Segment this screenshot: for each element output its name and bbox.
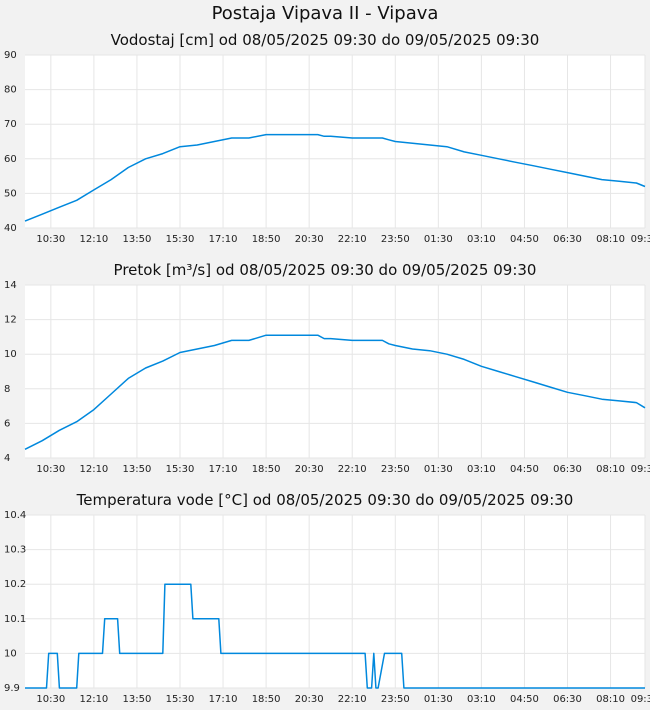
x-tick-label: 08:10 (596, 694, 625, 705)
x-tick-label: 06:30 (553, 234, 582, 245)
x-tick-label: 12:10 (79, 234, 108, 245)
x-tick-label: 06:30 (553, 464, 582, 475)
y-tick-label: 10.4 (4, 510, 26, 521)
x-tick-label: 23:50 (381, 464, 410, 475)
x-tick-label: 13:50 (123, 464, 152, 475)
x-tick-label: 10:30 (36, 234, 65, 245)
series-line (25, 583, 645, 689)
y-tick-label: 10 (4, 648, 17, 659)
y-tick-label: 9.9 (4, 683, 20, 694)
x-tick-label: 20:30 (295, 234, 324, 245)
y-tick-label: 10 (4, 349, 17, 360)
x-tick-label: 04:50 (510, 694, 539, 705)
plot-area (25, 285, 645, 458)
x-tick-label: 15:30 (166, 234, 195, 245)
x-tick-label: 01:30 (424, 694, 453, 705)
series-line (24, 133, 646, 222)
x-tick-label: 20:30 (295, 464, 324, 475)
y-tick-label: 10.2 (4, 579, 26, 590)
y-tick-label: 10.1 (4, 614, 26, 625)
x-tick-label: 18:50 (252, 234, 281, 245)
x-tick-label: 12:10 (79, 464, 108, 475)
y-tick-label: 90 (4, 50, 17, 61)
x-tick-label: 03:10 (467, 234, 496, 245)
x-tick-label: 06:30 (553, 694, 582, 705)
x-tick-label: 17:10 (209, 464, 238, 475)
y-tick-label: 10.3 (4, 545, 26, 556)
x-tick-label: 09:30 (631, 694, 650, 705)
x-tick-label: 22:10 (338, 464, 367, 475)
chart-title-water-temperature: Temperatura vode [°C] od 08/05/2025 09:3… (76, 491, 574, 509)
discharge-chart: 4 6 8 10 12 14 10:30 12:10 13:50 15:30 17:10 18:50 2… (4, 280, 650, 475)
station-title: Postaja Vipava II - Vipava (211, 3, 439, 24)
x-tick-label: 09:30 (631, 464, 650, 475)
y-tick-label: 70 (4, 119, 17, 130)
plot-area (25, 55, 645, 228)
y-tick-label: 6 (4, 418, 10, 429)
y-tick-label: 50 (4, 188, 17, 199)
x-tick-label: 10:30 (36, 464, 65, 475)
y-tick-label: 12 (4, 315, 17, 326)
x-tick-label: 18:50 (252, 464, 281, 475)
x-tick-label: 23:50 (381, 694, 410, 705)
water-temperature-chart: 9.9 10 10.1 10.2 10.3 10.4 10:30 12:10 13:50 15:3… (4, 510, 650, 705)
chart-title-discharge: Pretok [m³/s] od 08/05/2025 09:30 do 09/… (113, 261, 537, 279)
y-tick-label: 14 (4, 280, 17, 291)
x-tick-label: 17:10 (209, 234, 238, 245)
y-tick-label: 80 (4, 85, 17, 96)
x-tick-label: 13:50 (123, 694, 152, 705)
x-tick-label: 09:30 (631, 234, 650, 245)
y-tick-label: 8 (4, 384, 10, 395)
x-tick-label: 04:50 (510, 464, 539, 475)
x-tick-label: 22:10 (338, 694, 367, 705)
y-tick-label: 40 (4, 223, 17, 234)
x-tick-label: 03:10 (467, 694, 496, 705)
x-tick-label: 04:50 (510, 234, 539, 245)
x-tick-label: 01:30 (424, 464, 453, 475)
x-tick-label: 12:10 (79, 694, 108, 705)
x-tick-label: 15:30 (166, 694, 195, 705)
x-tick-label: 23:50 (381, 234, 410, 245)
y-tick-label: 60 (4, 154, 17, 165)
y-tick-label: 4 (4, 453, 10, 464)
x-tick-label: 17:10 (209, 694, 238, 705)
x-tick-label: 03:10 (467, 464, 496, 475)
x-tick-label: 18:50 (252, 694, 281, 705)
series-line (24, 334, 646, 450)
x-tick-label: 20:30 (295, 694, 324, 705)
x-tick-label: 15:30 (166, 464, 195, 475)
x-tick-label: 10:30 (36, 694, 65, 705)
x-tick-label: 08:10 (596, 234, 625, 245)
x-tick-label: 22:10 (338, 234, 367, 245)
x-tick-label: 08:10 (596, 464, 625, 475)
x-tick-label: 13:50 (123, 234, 152, 245)
plot-area (25, 515, 645, 688)
x-tick-label: 01:30 (424, 234, 453, 245)
water-level-chart: 40 50 60 70 80 90 10:30 12:10 13:50 15:30 17:10 18:… (4, 50, 650, 245)
chart-title-water-level: Vodostaj [cm] od 08/05/2025 09:30 do 09/… (110, 31, 540, 49)
